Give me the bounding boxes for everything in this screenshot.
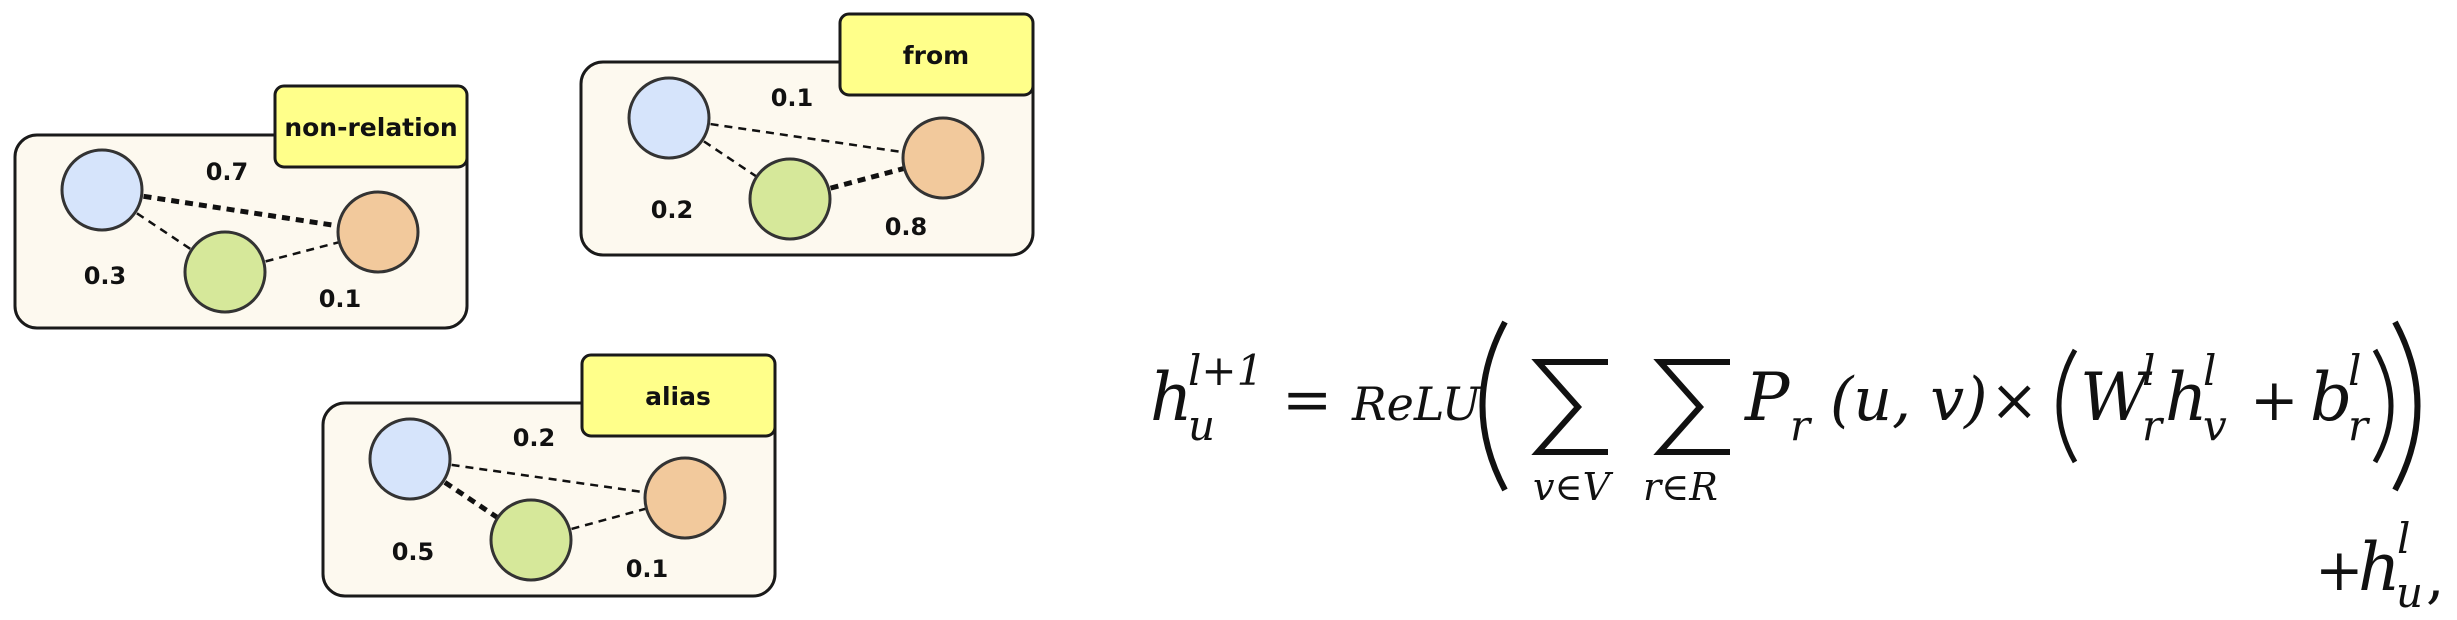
edge-blue-orange: [668, 116, 944, 160]
eq-relu: ReLU: [1351, 377, 1483, 431]
relation-tag: [580, 353, 777, 438]
panel-non-relation: non-relation 0.7 0.3 0.1: [13, 84, 469, 330]
eq-lhs-subscript: u: [1188, 401, 1215, 450]
eq-residual-superscript: l: [2397, 514, 2410, 563]
eq-inner-left-paren: [2056, 348, 2078, 464]
relation-tag-label: from: [903, 41, 969, 70]
edge-weight-label: 0.2: [651, 196, 694, 224]
eq-prob-args: (u, v): [1830, 365, 1988, 435]
edge-weight-label: 0.2: [513, 424, 556, 452]
relation-tag-label: non-relation: [284, 113, 457, 142]
node-blue: [627, 76, 711, 160]
edge-blue-orange: [409, 457, 686, 500]
eq-equals: =: [1282, 365, 1332, 435]
edge-weight-label: 0.5: [392, 538, 435, 566]
eq-sum2-sigma: [1653, 359, 1730, 455]
edge-blue-orange: [101, 187, 379, 235]
panel-alias: alias 0.2 0.5 0.1: [321, 353, 777, 598]
node-blue: [368, 417, 452, 501]
edge-weight-label: 0.7: [206, 158, 249, 186]
edge-weight-label: 0.1: [626, 555, 669, 583]
eq-weight-superscript: l: [2142, 346, 2155, 395]
relation-tag: [273, 84, 469, 169]
eq-hv-subscript: v: [2203, 401, 2227, 450]
edge-weight-label: 0.1: [319, 285, 362, 313]
node-orange: [643, 456, 727, 540]
eq-plus: +: [2250, 366, 2299, 434]
relation-tag: [838, 12, 1035, 97]
node-green: [748, 157, 832, 241]
eq-weight-subscript: r: [2142, 401, 2165, 450]
eq-residual-subscript: u: [2396, 568, 2423, 617]
panel-from: from 0.1 0.2 0.8: [579, 12, 1035, 257]
node-green: [183, 230, 267, 314]
edge-weight-label: 0.3: [84, 262, 127, 290]
eq-bias-b: b: [2310, 359, 2352, 436]
gnn-update-equation: h l+1 u = ReLU v∈V r∈R P r (u, v) × W l …: [1150, 320, 2444, 617]
eq-sum2-subscript: r∈R: [1643, 465, 1718, 509]
relation-tag-label: alias: [645, 382, 711, 411]
eq-sum1-sigma: [1531, 359, 1608, 455]
edge-weight-label: 0.8: [885, 213, 928, 241]
eq-prob-p: P: [1744, 359, 1791, 436]
eq-hv-h: h: [2165, 359, 2208, 436]
node-blue: [60, 148, 144, 232]
eq-bias-subscript: r: [2348, 401, 2371, 450]
eq-residual-plus: +: [2315, 536, 2364, 604]
eq-hv-superscript: l: [2203, 346, 2216, 395]
eq-prob-subscript: r: [1790, 401, 1813, 450]
node-orange: [336, 190, 420, 274]
eq-weight-w: W: [2080, 359, 2153, 436]
eq-outer-left-paren: [1479, 320, 1508, 492]
eq-inner-right-paren: [2372, 348, 2394, 464]
eq-outer-right-paren: [2392, 320, 2421, 492]
eq-sum1-subscript: v∈V: [1533, 465, 1614, 509]
node-green: [489, 498, 573, 582]
edge-blue-green: [668, 116, 791, 201]
edge-weight-label: 0.1: [771, 84, 814, 112]
eq-residual-comma: ,: [2426, 543, 2444, 611]
eq-lhs-superscript: l+1: [1188, 346, 1263, 395]
edge-blue-green: [408, 456, 533, 543]
eq-times: ×: [1990, 366, 2039, 434]
eq-bias-superscript: l: [2348, 346, 2361, 395]
eq-residual-h: h: [2358, 529, 2401, 606]
node-orange: [901, 116, 985, 200]
edge-blue-green: [101, 188, 226, 274]
eq-lhs-h: h: [1150, 359, 1193, 436]
